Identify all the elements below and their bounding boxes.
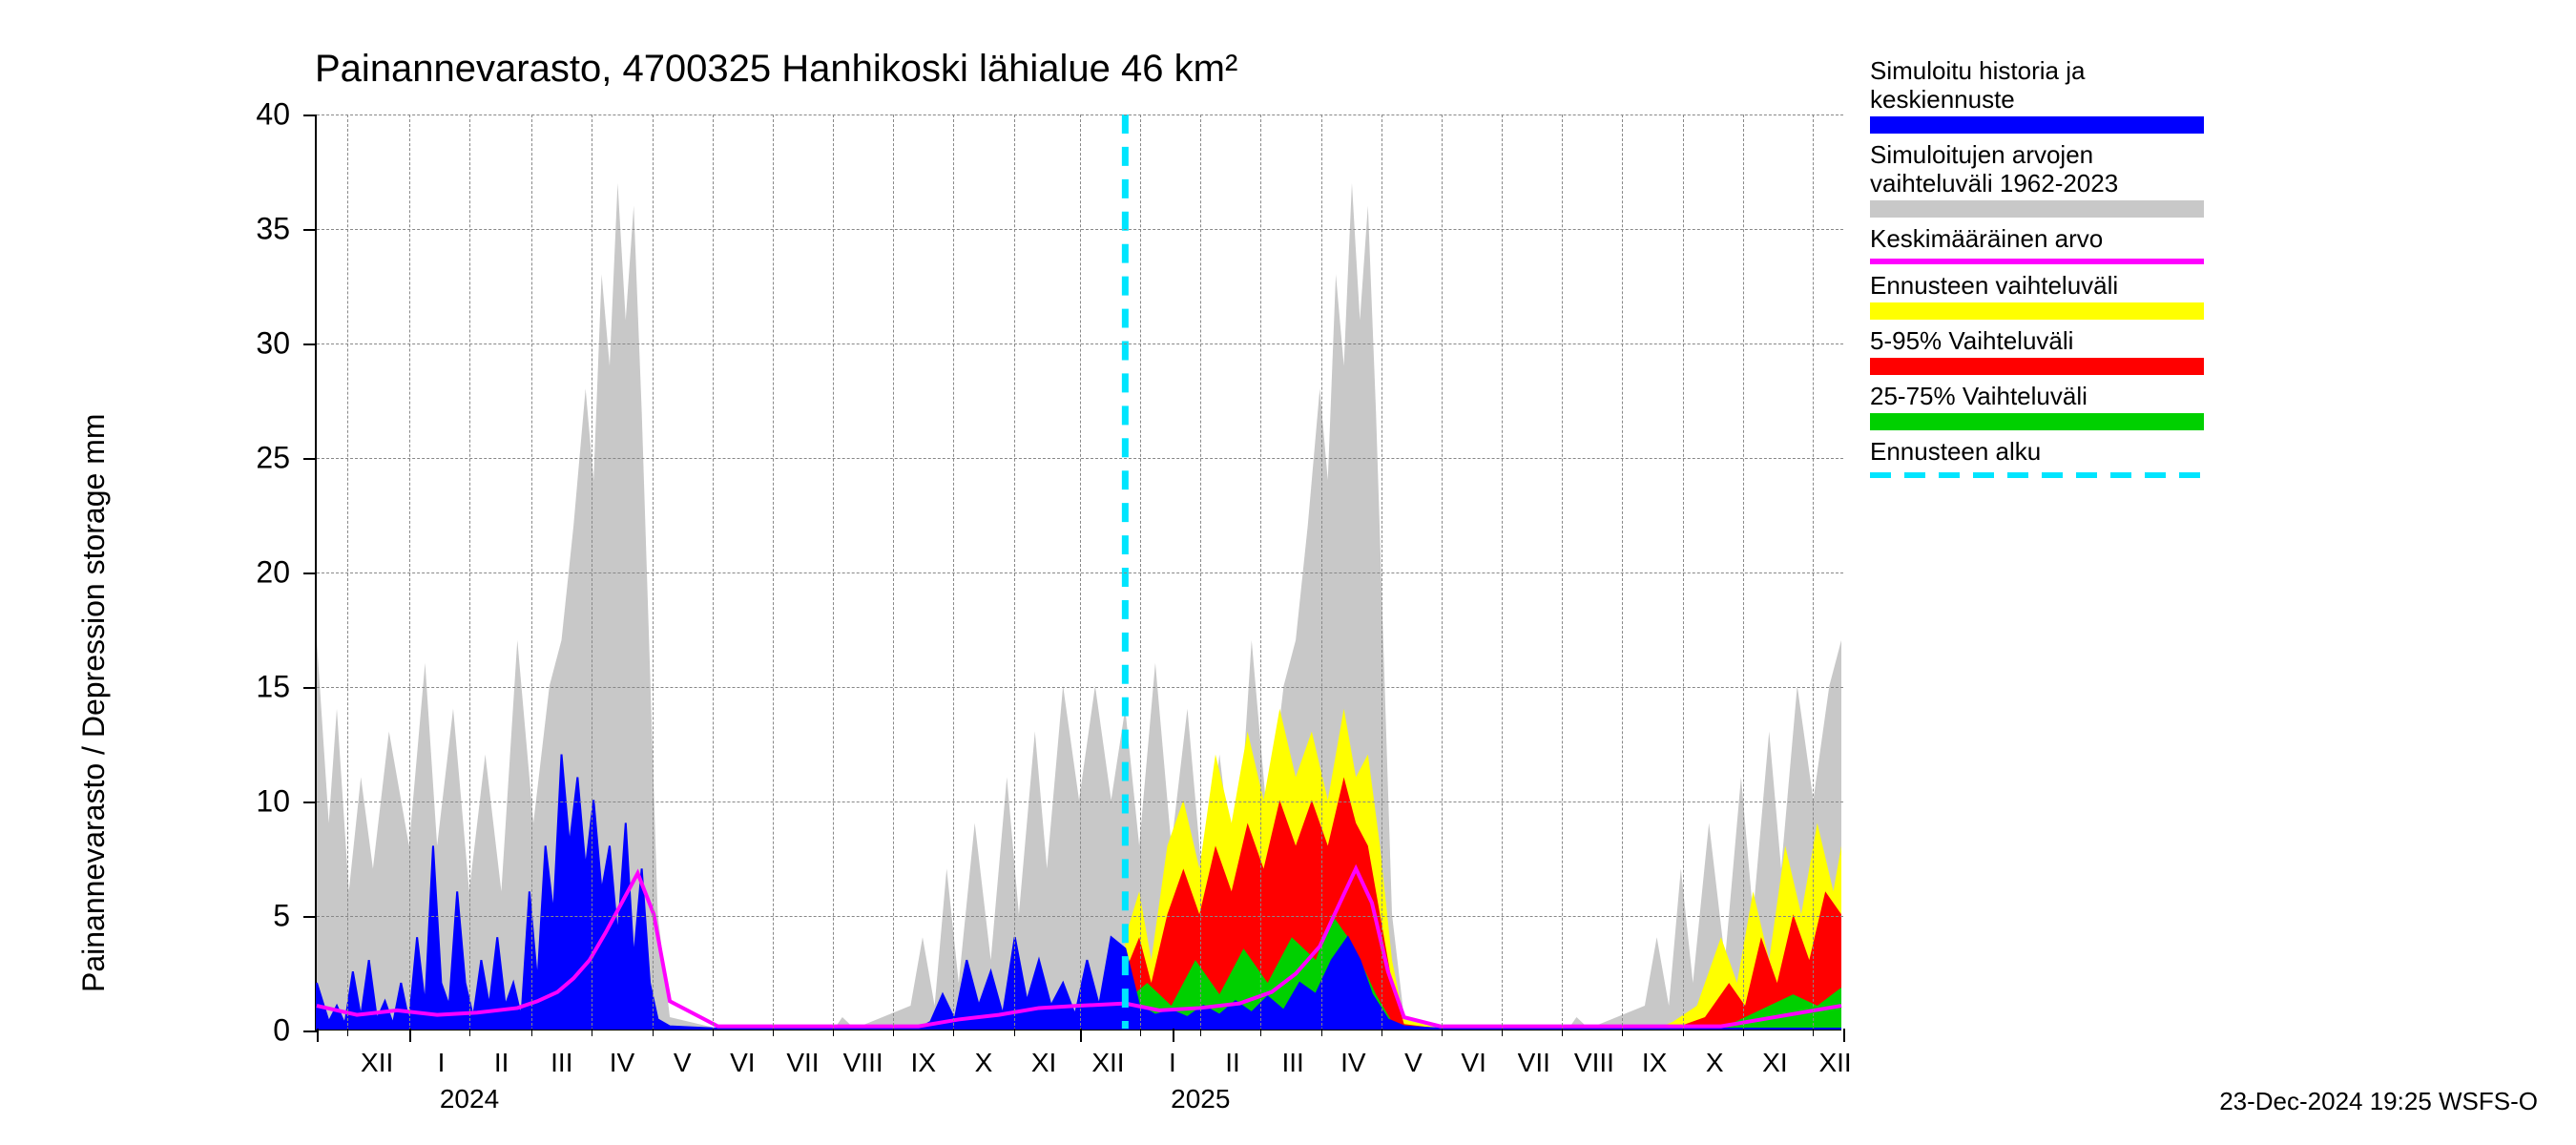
y-tick-label: 15 [256, 670, 290, 705]
x-month-label: VIII [1574, 1048, 1614, 1078]
legend: Simuloitu historia jakeskiennusteSimuloi… [1870, 57, 2213, 486]
data-layer [317, 114, 1841, 1029]
chart-figure: Painannevarasto, 4700325 Hanhikoski lähi… [0, 0, 2576, 1145]
x-month-label: I [438, 1048, 446, 1078]
x-month-label: II [1225, 1048, 1240, 1078]
x-month-label: VII [1518, 1048, 1550, 1078]
x-month-label: XI [1031, 1048, 1056, 1078]
x-month-label: VIII [843, 1048, 883, 1078]
x-month-label: IV [610, 1048, 634, 1078]
x-month-label: XII [1091, 1048, 1124, 1078]
legend-entry-forecast_25_75: 25-75% Vaihteluväli [1870, 383, 2213, 430]
legend-swatch [1870, 413, 2204, 430]
y-tick-label: 0 [273, 1013, 290, 1049]
legend-label: 25-75% Vaihteluväli [1870, 383, 2213, 411]
legend-entry-sim_history: Simuloitu historia jakeskiennuste [1870, 57, 2213, 134]
y-tick-label: 30 [256, 326, 290, 362]
x-month-label: V [674, 1048, 692, 1078]
legend-label: Simuloitu historia ja [1870, 57, 2213, 86]
legend-label: Keskimääräinen arvo [1870, 225, 2213, 254]
x-month-label: III [1281, 1048, 1303, 1078]
x-month-label: IV [1340, 1048, 1365, 1078]
x-month-label: X [975, 1048, 993, 1078]
legend-swatch [1870, 358, 2204, 375]
footer-timestamp: 23-Dec-2024 19:25 WSFS-O [2219, 1087, 2538, 1116]
x-month-label: XII [361, 1048, 393, 1078]
legend-label: Ennusteen alku [1870, 438, 2213, 467]
legend-swatch [1870, 116, 2204, 134]
x-month-label: XII [1818, 1048, 1851, 1078]
legend-entry-forecast_full: Ennusteen vaihteluväli [1870, 272, 2213, 320]
x-month-label: XI [1762, 1048, 1787, 1078]
x-year-label: 2025 [1171, 1084, 1230, 1114]
y-tick-label: 35 [256, 212, 290, 247]
x-month-label: III [551, 1048, 572, 1078]
legend-entry-history_range: Simuloitujen arvojenvaihteluväli 1962-20… [1870, 141, 2213, 218]
x-month-label: V [1404, 1048, 1423, 1078]
y-tick-label: 25 [256, 441, 290, 476]
legend-swatch [1870, 200, 2204, 218]
legend-label: Simuloitujen arvojen [1870, 141, 2213, 170]
legend-swatch [1870, 259, 2204, 264]
legend-entry-forecast_5_95: 5-95% Vaihteluväli [1870, 327, 2213, 375]
x-month-label: VII [786, 1048, 819, 1078]
legend-label: vaihteluväli 1962-2023 [1870, 170, 2213, 198]
x-month-label: IX [1642, 1048, 1667, 1078]
legend-label: keskiennuste [1870, 86, 2213, 114]
x-year-label: 2024 [440, 1084, 499, 1114]
y-tick-label: 5 [273, 899, 290, 934]
x-month-label: I [1169, 1048, 1176, 1078]
y-tick-label: 40 [256, 97, 290, 133]
x-month-label: VI [1461, 1048, 1485, 1078]
x-month-label: X [1706, 1048, 1724, 1078]
y-axis-title: Painannevarasto / Depression storage mm [76, 413, 112, 992]
legend-entry-forecast_marker: Ennusteen alku [1870, 438, 2213, 478]
y-tick-label: 20 [256, 555, 290, 591]
legend-label: Ennusteen vaihteluväli [1870, 272, 2213, 301]
y-tick-label: 10 [256, 784, 290, 820]
legend-swatch [1870, 472, 2204, 478]
x-month-label: IX [911, 1048, 936, 1078]
x-month-label: II [494, 1048, 509, 1078]
chart-title: Painannevarasto, 4700325 Hanhikoski lähi… [315, 48, 1237, 91]
legend-swatch [1870, 302, 2204, 320]
legend-entry-mean: Keskimääräinen arvo [1870, 225, 2213, 265]
legend-label: 5-95% Vaihteluväli [1870, 327, 2213, 356]
x-month-label: VI [730, 1048, 755, 1078]
plot-area: 0510152025303540XIIIIIIIIIVVVIVIIVIIIIXX… [315, 114, 1841, 1030]
